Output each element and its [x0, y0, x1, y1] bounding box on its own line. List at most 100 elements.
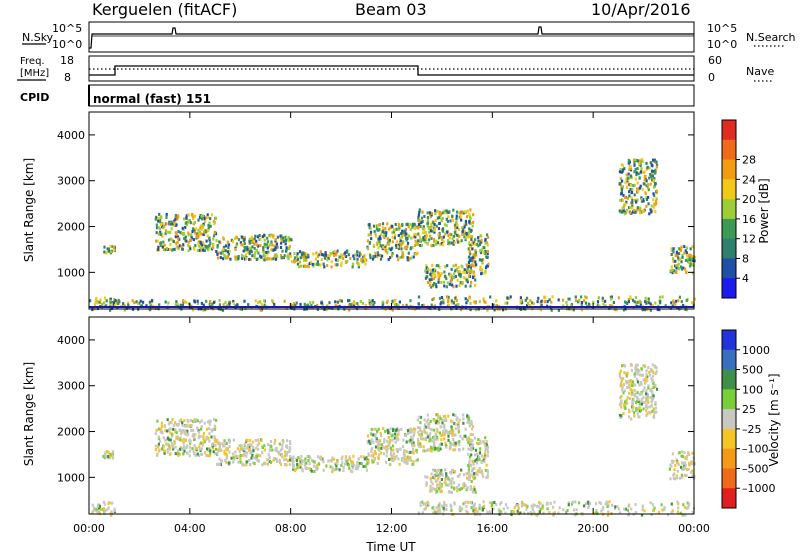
echo-cell	[636, 190, 639, 194]
echo-cell	[367, 247, 370, 251]
echo-cell	[441, 229, 445, 233]
echo-cell	[456, 487, 459, 491]
echo-cell	[209, 452, 212, 456]
echo-cell	[434, 275, 437, 279]
echo-cell	[618, 413, 621, 417]
echo-cell	[351, 470, 354, 474]
echo-cell	[344, 455, 347, 459]
echo-cell	[614, 505, 617, 509]
echo-cell	[276, 235, 279, 239]
echo-cell	[195, 447, 198, 451]
echo-cell	[485, 266, 488, 270]
echo-cell	[680, 245, 683, 249]
echo-cell	[346, 260, 349, 263]
echo-cell	[674, 477, 677, 481]
echo-cell	[492, 303, 495, 307]
echo-cell	[376, 228, 379, 232]
echo-cell	[528, 304, 532, 308]
echo-cell	[436, 489, 439, 493]
echo-cell	[622, 391, 625, 395]
echo-cell	[462, 417, 465, 421]
echo-cell	[624, 364, 627, 368]
echo-cell	[206, 306, 210, 310]
echo-cell	[322, 468, 325, 472]
echo-cell	[95, 301, 98, 305]
echo-cell	[691, 451, 694, 455]
echo-cell	[526, 504, 529, 508]
echo-cell	[382, 445, 385, 449]
echo-cell	[607, 510, 610, 514]
colorbar-tick-label: 20	[742, 193, 756, 206]
echo-cell	[260, 439, 263, 442]
echo-cell	[202, 303, 205, 307]
echo-cell	[250, 235, 253, 239]
echo-cell	[607, 513, 610, 517]
echo-cell	[619, 384, 622, 388]
echo-cell	[290, 260, 294, 264]
echo-cell	[462, 275, 465, 279]
echo-cell	[510, 513, 513, 517]
echo-cell	[477, 236, 480, 240]
echo-cell	[629, 188, 632, 191]
echo-cell	[296, 462, 299, 466]
echo-cell	[650, 377, 653, 381]
echo-cell	[117, 302, 120, 305]
echo-cell	[164, 438, 167, 442]
echo-cell	[417, 232, 420, 236]
echo-cell	[421, 304, 424, 307]
echo-cell	[226, 240, 229, 244]
echo-cell	[270, 257, 273, 261]
echo-cell	[440, 296, 444, 299]
echo-cell	[469, 266, 472, 270]
echo-cell	[285, 439, 289, 443]
echo-cell	[254, 299, 257, 303]
echo-cell	[682, 461, 685, 465]
echo-cell	[183, 449, 186, 453]
echo-cell	[457, 228, 460, 231]
echo-cell	[342, 257, 345, 260]
echo-cell	[445, 483, 448, 487]
echo-cell	[334, 263, 337, 267]
echo-cell	[163, 449, 166, 453]
echo-cell	[634, 177, 637, 181]
echo-cell	[208, 238, 211, 242]
echo-cell	[675, 266, 678, 270]
echo-cell	[238, 444, 241, 448]
echo-cell	[651, 390, 654, 394]
echo-cell	[481, 248, 484, 252]
echo-cell	[278, 458, 281, 462]
echo-cell	[375, 437, 378, 441]
echo-cell	[543, 300, 546, 303]
echo-cell	[452, 285, 455, 289]
echo-cell	[176, 302, 179, 306]
echo-cell	[358, 251, 361, 255]
echo-cell	[406, 455, 409, 459]
echo-cell	[253, 253, 256, 256]
echo-cell	[349, 469, 352, 473]
echo-cell	[182, 428, 185, 432]
echo-cell	[683, 451, 686, 455]
echo-cell	[648, 301, 651, 305]
echo-cell	[352, 454, 355, 458]
echo-cell	[476, 242, 479, 246]
echo-cell	[430, 472, 433, 476]
echo-cell	[334, 304, 337, 308]
echo-cell	[483, 504, 486, 508]
echo-cell	[222, 245, 226, 249]
echo-cell	[471, 240, 474, 244]
echo-cell	[308, 462, 311, 466]
echo-cell	[370, 448, 373, 452]
echo-cell	[422, 437, 425, 441]
echo-cell	[453, 440, 456, 444]
echo-cell	[441, 421, 444, 425]
echo-cell	[444, 478, 447, 482]
echo-cell	[419, 504, 422, 508]
echo-cell	[300, 251, 303, 255]
echo-cell	[636, 380, 640, 384]
echo-cell	[474, 283, 477, 287]
echo-cell	[479, 242, 482, 246]
echo-cell	[478, 456, 481, 460]
echo-cell	[218, 441, 221, 445]
echo-cell	[320, 457, 323, 461]
echo-cell	[333, 468, 336, 472]
